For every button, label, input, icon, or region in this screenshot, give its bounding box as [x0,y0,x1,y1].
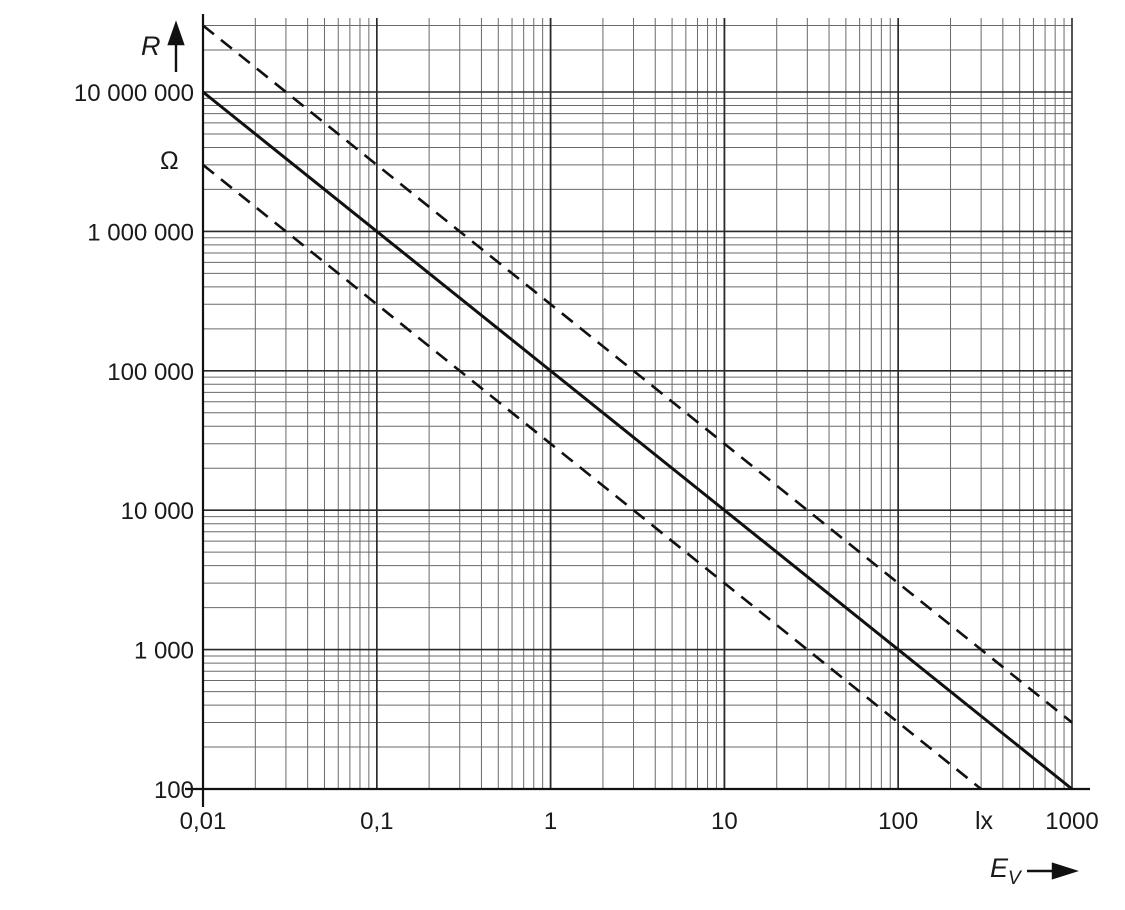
x-tick-label: 100 [878,808,918,835]
x-axis-title: EV [990,853,1023,889]
y-tick-label: 100 [154,777,194,804]
series-layer [202,24,1073,791]
x-tick-labels: 0,01 0,1 1 10 100 1000 [180,808,1099,835]
series-line-tolerance-1 [202,24,1073,724]
x-axis-arrow-icon [1027,862,1079,880]
x-tick-label: 1000 [1045,808,1098,835]
y-axis-unit: Ω [160,147,179,175]
axes [185,14,1090,807]
series-line-nominal [202,90,1073,791]
x-tick-label: 10 [711,808,738,835]
y-tick-label: 10 000 [121,498,194,525]
y-tick-label: 1 000 [134,638,194,665]
x-tick-label: 0,01 [180,808,227,835]
x-tick-label: 1 [544,808,557,835]
y-tick-label: 100 000 [107,359,194,386]
y-tick-label: 10 000 000 [74,80,194,107]
minor-grid [203,18,1072,789]
x-tick-label: 0,1 [360,808,393,835]
x-axis-title-main: E [990,853,1009,883]
series-line-tolerance-2 [202,163,982,791]
y-tick-label: 1 000 000 [87,219,194,246]
x-axis-title-subscript: V [1008,868,1023,889]
y-axis-title: R [141,31,161,61]
y-tick-labels: 100 1 000 10 000 100 000 1 000 000 10 000 000 [74,80,194,804]
y-axis-arrow-icon [167,20,185,72]
x-axis-unit: lx [975,807,994,835]
